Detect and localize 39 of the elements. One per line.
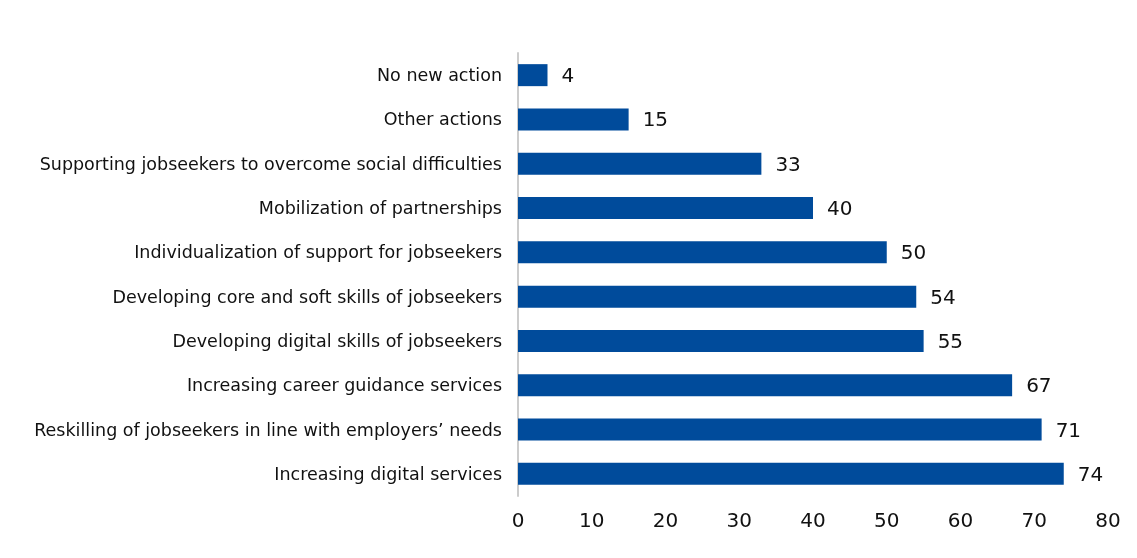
x-tick-label: 60 [947,508,974,532]
bar [518,285,917,308]
bar [518,64,548,87]
data-label: 55 [937,328,964,353]
bar [518,374,1013,397]
y-tick-label: Individualization of support for jobseekers [134,242,502,263]
data-label: 54 [930,284,956,309]
data-label: 40 [827,196,853,221]
data-label: 67 [1026,373,1052,398]
data-label: 15 [642,107,669,132]
x-tick-label: 50 [874,508,900,532]
x-tick-label: 0 [511,508,525,532]
x-tick-label: 70 [1021,508,1047,532]
y-tick-label: Other actions [383,109,502,130]
y-tick-label: Developing core and soft skills of jobseekers [112,286,502,307]
data-label: 71 [1055,417,1082,442]
x-tick-label: 30 [726,508,752,532]
bar [518,418,1042,441]
y-tick-label: Supporting jobseekers to overcome social difficulties [39,153,502,174]
data-label: 50 [900,240,927,265]
y-tick-label: Increasing digital services [274,463,502,484]
x-tick-label: 10 [579,508,605,532]
x-tick-label: 40 [800,508,826,532]
bar [518,152,762,175]
bar [518,241,887,264]
y-tick-label: No new action [377,65,502,86]
y-tick-label: Developing digital skills of jobseekers [172,330,502,351]
bar [518,197,813,220]
y-tick-label: Increasing career guidance services [186,375,502,396]
bar [518,329,924,352]
data-label: 4 [561,63,575,88]
y-tick-label: Mobilization of partnerships [258,198,502,219]
x-tick-label: 80 [1095,508,1121,532]
data-label: 74 [1077,461,1104,486]
x-tick-label: 20 [652,508,679,532]
bar [518,108,629,131]
y-tick-label: Reskilling of jobseekers in line with employers’ needs [34,419,502,440]
data-label: 33 [775,151,801,176]
bar [518,462,1064,485]
